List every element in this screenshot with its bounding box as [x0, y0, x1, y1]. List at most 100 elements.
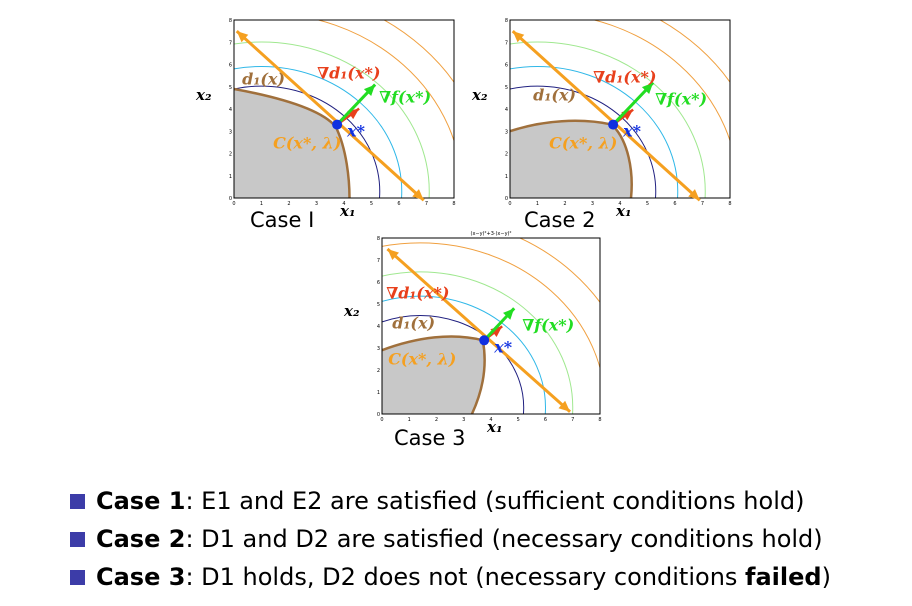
bullet-square-icon: [70, 570, 85, 585]
y-tick-label: 4: [229, 107, 232, 113]
optimal-point: [608, 119, 619, 130]
x-tick-label: 1: [536, 201, 539, 207]
tangent-arrowhead: [236, 31, 249, 43]
y-tick-label: 3: [377, 346, 380, 352]
y-tick-label: 0: [377, 412, 380, 418]
case-3-panel: 0 1 2 3 4 5 6 7 8 0 1 2 3 4 5 6 7 8 x₂ x₁ d₁(x) ∇d₁(x*) ∇f(x*)…: [342, 228, 604, 450]
y-tick-label: 8: [505, 18, 508, 24]
grad-f-arrowhead: [363, 84, 376, 96]
x-tick-label: 5: [517, 417, 520, 423]
y-tick-label: 7: [505, 40, 508, 46]
y-tick-label: 6: [377, 280, 380, 286]
y-tick-label: 8: [229, 18, 232, 24]
y-tick-label: 1: [505, 174, 508, 180]
x-tick-label: 6: [397, 201, 400, 207]
grad-d1-label: ∇d₁(x*): [317, 64, 380, 83]
x-tick-label: 7: [701, 201, 704, 207]
case-3-plot: 0 1 2 3 4 5 6 7 8 0 1 2 3 4 5 6 7 8 x₂ x₁ d₁(x) ∇d₁(x*) ∇f(x*)…: [343, 231, 602, 436]
x-tick-label: 7: [425, 201, 428, 207]
x-tick-label: 2: [287, 201, 290, 207]
feasible-region: [510, 120, 632, 198]
bullet-case-emphasis: failed: [745, 563, 822, 591]
y-tick-label: 7: [229, 40, 232, 46]
case-1-plot: 0 1 2 3 4 5 6 7 8 0 1 2 3 4 5 6 7 8 x₂ x₁ d₁(x) ∇d₁(x*) ∇f(x*)…: [195, 18, 456, 220]
x-tick-label: 8: [728, 201, 731, 207]
optimal-point: [332, 119, 343, 130]
contour-line: [510, 85, 657, 198]
contour-line: [382, 295, 546, 414]
x-tick-label: 8: [598, 417, 601, 423]
y-tick-label: 4: [505, 107, 508, 113]
bullet-case-2: Case 2: D1 and D2 are satisfied (necessa…: [0, 522, 912, 556]
y-tick-label: 5: [505, 85, 508, 91]
y-tick-label: 4: [377, 324, 380, 330]
x-tick-label: 5: [646, 201, 649, 207]
x2-axis-label: x₂: [343, 302, 360, 320]
y-tick-label: 5: [377, 302, 380, 308]
y-tick-label: 0: [505, 196, 508, 202]
x-tick-label: 6: [544, 417, 547, 423]
tangent-arrowhead: [688, 189, 700, 201]
x-tick-label: 6: [673, 201, 676, 207]
y-tick-label: 3: [505, 129, 508, 135]
bullet-case-text: : E1 and E2 are satisfied (sufficient co…: [185, 487, 805, 515]
grad-f-label: ∇f(x*): [522, 315, 574, 334]
x-tick-label: 0: [232, 201, 235, 207]
plot-area: 0 1 2 3 4 5 6 7 8 0 1 2 3 4 5 6 7 8: [377, 236, 602, 423]
contour-line: [382, 314, 525, 414]
x-tick-label: 3: [315, 201, 318, 207]
tangent-arrowhead: [512, 31, 525, 43]
x-tick-label: 4: [618, 201, 621, 207]
grad-f-arrowhead: [503, 308, 515, 320]
x1-axis-label: x₁: [615, 202, 632, 220]
plot-area: 0 1 2 3 4 5 6 7 8 0 1 2 3 4 5 6 7 8: [505, 18, 732, 207]
d1-label: d₁(x): [392, 313, 435, 332]
x-tick-label: 7: [571, 417, 574, 423]
plot-area: 0 1 2 3 4 5 6 7 8 0 1 2 3 4 5 6 7 8: [229, 18, 456, 207]
bullet-case-3: Case 3: D1 holds, D2 does not (necessary…: [0, 560, 912, 594]
bullet-case-label: Case 3: [96, 563, 186, 591]
x-tick-label: 0: [508, 201, 511, 207]
grad-f-arrowhead: [641, 82, 654, 94]
tangent-line: [386, 247, 572, 413]
constraint-set-label: C(x*, λ): [549, 134, 617, 153]
d1-label: d₁(x): [533, 86, 576, 105]
x-tick-label: 5: [370, 201, 373, 207]
y-tick-label: 2: [505, 152, 508, 158]
x2-axis-label: x₂: [471, 86, 488, 104]
case-1-panel: 0 1 2 3 4 5 6 7 8 0 1 2 3 4 5 6 7 8 x₂ x₁ d₁(x) ∇d₁(x*) ∇f(x*)…: [195, 14, 458, 232]
x-tick-label: 3: [462, 417, 465, 423]
plot-frame: [233, 19, 455, 199]
tangent-arrowhead: [558, 400, 571, 412]
case-1-caption: Case I: [246, 208, 319, 232]
y-tick-label: 3: [229, 129, 232, 135]
contour-line: [510, 41, 706, 198]
bullet-case-label: Case 2: [96, 525, 186, 553]
case-2-caption: Case 2: [520, 208, 600, 232]
case-2-plot: 0 1 2 3 4 5 6 7 8 0 1 2 3 4 5 6 7 8 x₂ x₁ d₁(x) ∇d₁(x*) ∇f(x*)…: [471, 18, 732, 220]
x-tick-label: 4: [489, 417, 492, 423]
tangent-arrowhead: [412, 189, 424, 201]
constraint-set-label: C(x*, λ): [273, 134, 341, 153]
grad-d1-label: ∇d₁(x*): [386, 283, 449, 302]
x-tick-label: 2: [563, 201, 566, 207]
case-3-caption: Case 3: [390, 426, 470, 450]
y-tick-label: 6: [505, 63, 508, 69]
y-tick-label: 1: [377, 390, 380, 396]
xstar-label: x*: [346, 122, 366, 141]
contour-line: [234, 85, 381, 198]
case-2-panel: 0 1 2 3 4 5 6 7 8 0 1 2 3 4 5 6 7 8 x₂ x₁ d₁(x) ∇d₁(x*) ∇f(x*)…: [471, 14, 734, 232]
plot-frame: [509, 19, 731, 199]
tangent-line: [235, 30, 425, 202]
x-tick-label: 8: [452, 201, 455, 207]
x-tick-label: 4: [342, 201, 345, 207]
x1-axis-label: x₁: [486, 418, 503, 436]
y-tick-label: 2: [377, 368, 380, 374]
y-tick-label: 0: [229, 196, 232, 202]
tangent-arrowhead: [387, 249, 399, 261]
tangent-line: [511, 30, 701, 202]
optimal-point: [479, 335, 490, 346]
bullet-case-text: : D1 holds, D2 does not (necessary condi…: [185, 563, 746, 591]
plot-frame: [381, 237, 601, 415]
x-tick-label: 3: [591, 201, 594, 207]
